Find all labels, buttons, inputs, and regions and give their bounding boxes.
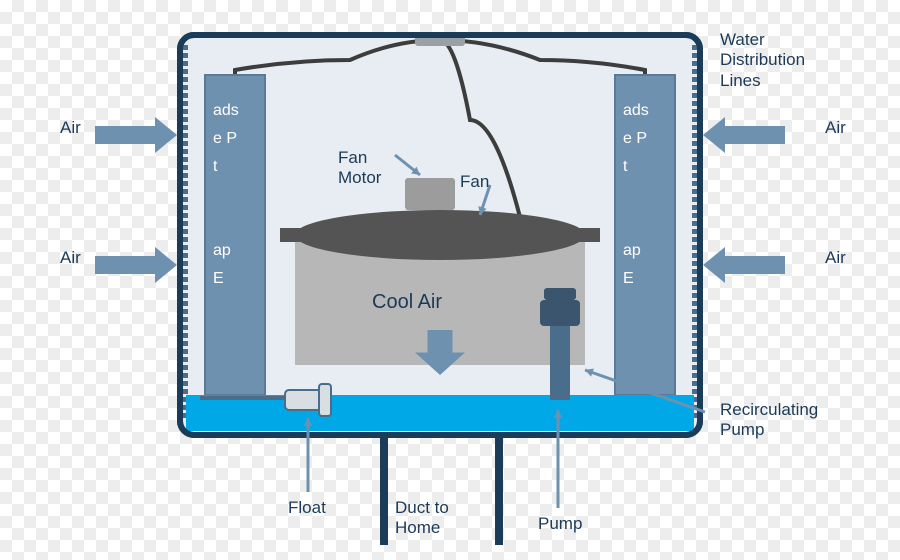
svg-text:E: E [623,270,634,287]
svg-text:e P: e P [213,130,237,147]
svg-text:ap: ap [213,242,231,259]
label-cool-air: Cool Air [372,290,442,314]
svg-text:t: t [623,158,628,175]
label-pump: Pump [538,514,582,534]
label-fan: Fan [460,172,489,192]
label-recirc: Recirculating Pump [720,400,818,441]
label-float: Float [288,498,326,518]
svg-text:E: E [213,270,224,287]
label-air-tl: Air [60,118,81,138]
svg-text:ads: ads [213,102,239,119]
label-air-bl: Air [60,248,81,268]
label-air-tr: Air [825,118,846,138]
label-water-dist: Water Distribution Lines [720,30,805,91]
label-duct: Duct to Home [395,498,449,539]
label-air-br: Air [825,248,846,268]
label-fan-motor: Fan Motor [338,148,381,189]
svg-text:ads: ads [623,102,649,119]
svg-text:e P: e P [623,130,647,147]
svg-text:t: t [213,158,218,175]
svg-text:ap: ap [623,242,641,259]
